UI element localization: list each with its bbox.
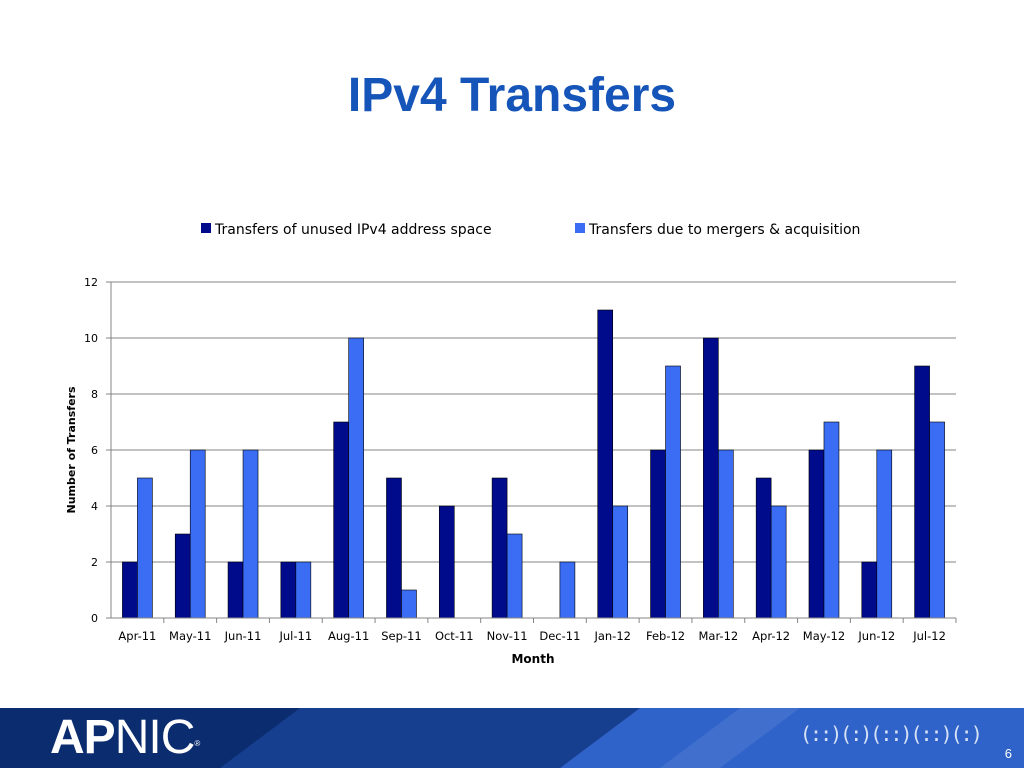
bar-unused-Jun-11 <box>227 561 244 619</box>
bar-unused-Nov-11 <box>491 477 508 619</box>
bar-mergers-Dec-11 <box>559 561 576 619</box>
bar-unused-Jul-12 <box>914 365 930 619</box>
bar-mergers-Jul-11 <box>295 561 312 619</box>
bar-unused-Oct-11 <box>438 505 455 619</box>
bar-unused-Jan-12 <box>597 309 614 619</box>
registered-mark: ® <box>194 739 200 748</box>
bar-unused-Apr-11 <box>122 561 138 619</box>
bar-mergers-Sep-11 <box>401 589 417 619</box>
bar-mergers-Jan-12 <box>612 505 629 619</box>
chart: Transfers of unused IPv4 address space T… <box>65 222 957 666</box>
footer-background <box>0 708 1024 768</box>
y-tick-label: 8 <box>91 388 98 401</box>
bar-unused-Sep-11 <box>386 477 402 619</box>
x-tick-label: Apr-11 <box>118 629 156 643</box>
legend-label-mergers: Transfers due to mergers & acquisition <box>588 222 860 238</box>
x-tick-label: Sep-11 <box>381 629 421 643</box>
bar-mergers-Jun-12 <box>876 449 893 619</box>
bar-unused-Aug-11 <box>333 421 349 619</box>
x-tick-label: Jun-12 <box>857 629 895 643</box>
y-axis-label: Number of Transfers <box>65 386 78 513</box>
footer-banner: APNIC® (::)(:)(::)(::)(:) 6 <box>0 708 1024 768</box>
y-tick-label: 2 <box>91 556 98 569</box>
bars <box>122 309 945 619</box>
x-tick-labels: Apr-11 May-11 Jun-11 Jul-11 Aug-11 Sep-11 Oct-… <box>118 618 957 643</box>
bar-mergers-Mar-12 <box>718 449 734 619</box>
bar-unused-Mar-12 <box>703 337 719 619</box>
bar-mergers-Apr-11 <box>137 477 153 619</box>
x-tick-label: Oct-11 <box>435 629 474 643</box>
x-tick-label: Apr-12 <box>752 629 790 643</box>
x-tick-label: Jan-12 <box>593 629 631 643</box>
legend: Transfers of unused IPv4 address space T… <box>201 222 860 238</box>
y-tick-label: 10 <box>84 332 98 345</box>
legend-swatch-mergers <box>575 223 585 233</box>
slide-number: 6 <box>1004 746 1012 761</box>
bar-mergers-Nov-11 <box>506 533 523 619</box>
bar-unused-May-12 <box>808 449 825 619</box>
bar-mergers-Apr-12 <box>770 505 787 619</box>
bar-unused-Jul-11 <box>280 561 297 619</box>
bar-unused-Feb-12 <box>650 449 666 619</box>
x-tick-label: Feb-12 <box>646 629 685 643</box>
y-tick-label: 4 <box>91 500 98 513</box>
apnic-logo: APNIC® <box>50 711 200 764</box>
logo-nic: NIC <box>114 711 196 764</box>
bar-unused-Apr-12 <box>755 477 772 619</box>
bar-mergers-May-11 <box>189 449 206 619</box>
y-tick-labels: 0 2 4 6 8 10 12 <box>84 276 98 625</box>
y-tick-label: 0 <box>91 612 98 625</box>
x-tick-label: Nov-11 <box>487 629 528 643</box>
logo-ap: AP <box>50 711 116 764</box>
legend-label-unused: Transfers of unused IPv4 address space <box>214 222 492 238</box>
bar-mergers-Jul-12 <box>929 421 945 619</box>
x-tick-label: Jul-12 <box>912 629 946 643</box>
legend-swatch-unused <box>201 223 211 233</box>
x-tick-label: Aug-11 <box>328 629 369 643</box>
bar-unused-Jun-12 <box>861 561 878 619</box>
brand-dots-graphic: (::)(:)(::)(::)(:) <box>800 722 983 746</box>
bar-mergers-Jun-11 <box>242 449 259 619</box>
x-tick-label: May-11 <box>169 629 211 643</box>
x-tick-label: Mar-12 <box>698 629 738 643</box>
x-tick-label: May-12 <box>803 629 845 643</box>
slide-title: IPv4 Transfers <box>347 69 677 122</box>
bar-unused-May-11 <box>174 533 191 619</box>
x-tick-label: Dec-11 <box>539 629 580 643</box>
bar-mergers-Aug-11 <box>348 337 364 619</box>
bar-mergers-Feb-12 <box>665 365 681 619</box>
x-axis-label: Month <box>511 652 554 666</box>
y-tick-label: 6 <box>91 444 98 457</box>
y-tick-label: 12 <box>84 276 98 289</box>
x-tick-label: Jul-11 <box>279 629 313 643</box>
bar-mergers-May-12 <box>823 421 840 619</box>
x-tick-label: Jun-11 <box>224 629 262 643</box>
